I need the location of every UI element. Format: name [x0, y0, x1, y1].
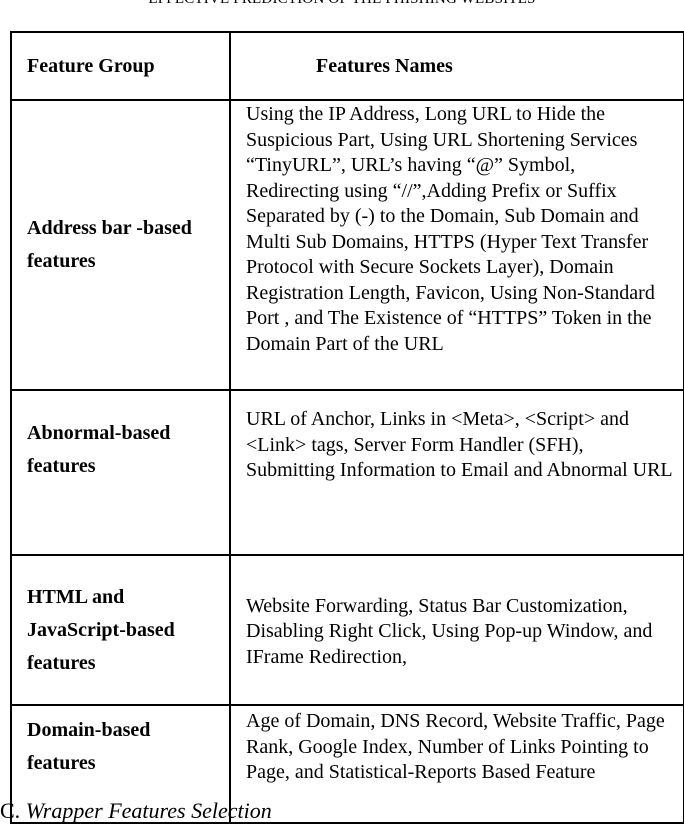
- feature-names-cell: Website Forwarding, Status Bar Customiza…: [229, 554, 684, 706]
- feature-group-cell: HTML and JavaScript-based features: [10, 554, 231, 706]
- table-header-row: Feature Group Features Names: [10, 31, 684, 101]
- feature-group-cell: Domain-based features: [10, 704, 231, 824]
- table-row: HTML and JavaScript-based features Websi…: [10, 554, 684, 706]
- section-number: C.: [0, 798, 21, 823]
- feature-names-cell: Using the IP Address, Long URL to Hide t…: [229, 99, 684, 391]
- feature-names-cell: Age of Domain, DNS Record, Website Traff…: [229, 704, 684, 824]
- header-feature-group: Feature Group: [10, 31, 231, 101]
- table-row: Abnormal-based features URL of Anchor, L…: [10, 389, 684, 556]
- feature-names-cell: URL of Anchor, Links in <Meta>, <Script>…: [229, 389, 684, 556]
- section-heading: C. Wrapper Features Selection: [0, 798, 272, 824]
- feature-group-cell: Abnormal-based features: [10, 389, 231, 556]
- table-caption: EFFECTIVE PREDICTION OF THE PHISHING WEB…: [0, 0, 684, 8]
- feature-group-cell: Address bar -based features: [10, 99, 231, 391]
- table-row: Address bar -based features Using the IP…: [10, 99, 684, 391]
- header-features-names: Features Names: [229, 31, 684, 101]
- features-table: Feature Group Features Names Address bar…: [10, 31, 684, 824]
- section-title: Wrapper Features Selection: [25, 798, 272, 823]
- table-row: Domain-based features Age of Domain, DNS…: [10, 704, 684, 824]
